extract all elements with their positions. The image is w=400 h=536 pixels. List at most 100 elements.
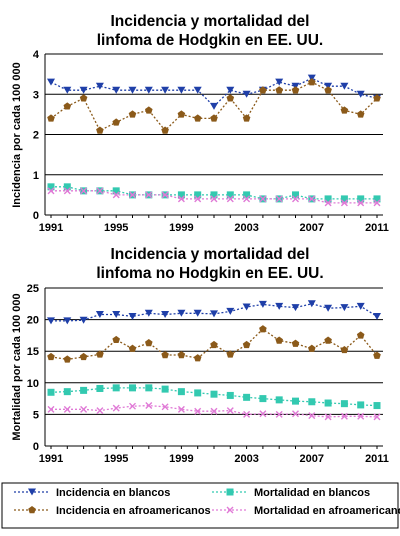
black-incidence-point — [340, 345, 349, 354]
x-tick-label: 1991 — [39, 222, 63, 234]
black-mortality-point — [292, 195, 299, 203]
black-mortality-point — [129, 191, 136, 199]
black-mortality-point — [340, 199, 348, 207]
x-tick-label: 1991 — [39, 453, 63, 465]
black-incidence-point — [226, 94, 235, 102]
black-incidence-point — [324, 86, 332, 94]
white-incidence-point — [226, 86, 235, 94]
white-incidence-point — [324, 82, 333, 90]
white-mortality-point — [210, 191, 218, 199]
white-incidence-point — [95, 82, 104, 90]
white-mortality-point — [177, 191, 185, 199]
x-tick-label: 2007 — [300, 222, 324, 234]
white-incidence-series — [47, 74, 381, 110]
black-mortality-point — [243, 410, 251, 418]
white-mortality-point — [177, 388, 185, 396]
black-incidence-point — [145, 106, 153, 114]
chart-title-line2: linfoma no Hodgkin en EE. UU. — [96, 265, 323, 282]
black-mortality-point — [194, 407, 202, 415]
white-mortality-point — [210, 390, 218, 398]
black-incidence-point — [47, 352, 55, 361]
legend: Incidencia en blancos Mortalidad en blanc… — [1, 482, 400, 529]
white-incidence-point — [112, 86, 121, 94]
black-mortality-point — [80, 187, 88, 195]
white-mortality-series — [47, 384, 381, 410]
black-incidence-point — [47, 114, 55, 122]
white-mortality-point — [243, 191, 251, 199]
white-incidence-point — [63, 317, 72, 325]
white-incidence-point — [161, 86, 170, 94]
white-incidence-point — [242, 90, 251, 98]
black-mortality-point — [275, 410, 283, 418]
white-incidence-point — [47, 317, 55, 325]
black-incidence-point — [210, 114, 218, 122]
black-incidence-point — [291, 86, 300, 94]
legend-item-white-incidence: Incidencia en blancos — [14, 487, 170, 499]
white-incidence-point — [242, 303, 251, 311]
legend-item-white-mortality: Mortalidad en blancos — [212, 487, 370, 499]
white-incidence-point — [128, 312, 137, 320]
white-mortality-point — [324, 195, 332, 203]
black-mortality-point — [161, 191, 169, 199]
black-incidence-point — [356, 110, 365, 118]
white-incidence-point — [258, 300, 267, 308]
white-mortality-point — [243, 393, 251, 401]
black-mortality-point — [96, 187, 104, 195]
y-tick-label: 2 — [33, 130, 39, 142]
black-incidence-point — [79, 352, 88, 361]
white-incidence-point — [193, 309, 202, 317]
black-mortality-point — [63, 405, 71, 413]
white-mortality-point — [63, 183, 71, 191]
black-incidence-point — [128, 344, 137, 352]
white-incidence-point — [307, 300, 316, 308]
hodgkin-chart: Incidencia y mortalidad del linfoma de H… — [11, 13, 389, 234]
black-incidence-point — [96, 126, 104, 134]
legend-marker — [226, 488, 234, 496]
white-incidence-point — [161, 311, 170, 319]
black-mortality-point — [308, 195, 316, 203]
white-incidence-series — [47, 300, 381, 325]
black-incidence-point — [242, 340, 251, 349]
white-mortality-point — [145, 384, 153, 392]
white-incidence-point — [112, 311, 121, 319]
white-incidence-point — [275, 302, 284, 310]
legend-label: Mortalidad en blancos — [254, 487, 370, 499]
x-tick-label: 2011 — [365, 453, 389, 465]
black-incidence-series — [47, 78, 381, 134]
white-incidence-point — [79, 86, 88, 94]
white-mortality-line — [50, 387, 378, 407]
black-mortality-point — [226, 407, 234, 415]
black-incidence-point — [373, 351, 381, 359]
white-incidence-point — [128, 86, 137, 94]
black-mortality-series — [47, 187, 381, 207]
black-mortality-point — [259, 410, 267, 418]
white-incidence-point — [340, 304, 349, 312]
white-mortality-point — [292, 191, 299, 199]
white-mortality-point — [275, 396, 283, 404]
white-incidence-point — [210, 102, 218, 110]
black-incidence-point — [177, 110, 186, 118]
white-mortality-point — [112, 187, 120, 195]
black-incidence-point — [63, 102, 72, 110]
y-axis-label: Incidencia por cada 100 000 — [11, 62, 23, 208]
black-mortality-point — [161, 403, 169, 411]
black-mortality-point — [47, 405, 55, 413]
y-tick-label: 10 — [27, 378, 39, 390]
black-mortality-point — [112, 404, 120, 412]
legend-marker — [28, 506, 36, 514]
black-mortality-point — [194, 195, 202, 203]
white-mortality-point — [373, 195, 381, 203]
white-mortality-point — [259, 395, 267, 403]
white-mortality-point — [161, 385, 169, 393]
white-mortality-point — [340, 400, 348, 408]
black-incidence-point — [275, 86, 283, 94]
black-incidence-point — [259, 325, 267, 333]
white-mortality-point — [129, 384, 136, 392]
black-incidence-point — [63, 355, 72, 363]
black-incidence-point — [340, 106, 349, 114]
black-mortality-point — [259, 195, 267, 203]
white-incidence-point — [144, 86, 153, 94]
x-tick-label: 2003 — [234, 222, 258, 234]
black-mortality-point — [373, 413, 381, 421]
